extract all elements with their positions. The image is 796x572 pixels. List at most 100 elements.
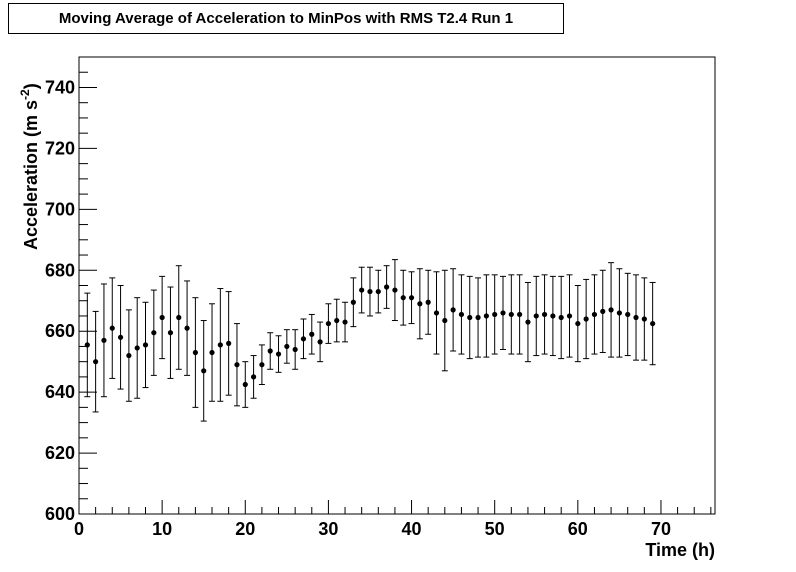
data-point (416, 268, 423, 340)
x-tick-label: 20 (235, 519, 255, 539)
data-marker (375, 288, 381, 295)
data-point (184, 280, 191, 376)
data-marker (250, 374, 257, 380)
data-marker (142, 342, 149, 348)
data-marker (350, 299, 356, 305)
data-point (533, 275, 540, 357)
data-marker (566, 313, 573, 319)
data-marker (591, 311, 598, 318)
data-point (433, 271, 440, 355)
data-point (400, 269, 407, 326)
data-marker (134, 345, 140, 351)
data-point (142, 301, 149, 389)
data-marker (300, 336, 307, 342)
data-marker (600, 308, 606, 314)
x-tick-label: 50 (485, 519, 505, 539)
data-marker (384, 284, 390, 290)
y-tick-label: 720 (45, 138, 75, 158)
data-point (150, 289, 157, 376)
data-point (383, 265, 390, 309)
data-point (117, 285, 124, 390)
y-axis-label: Acceleration (m s-2) (18, 83, 41, 250)
data-marker (167, 330, 174, 336)
data-marker (159, 314, 165, 321)
data-point (516, 274, 523, 355)
y-tick-label: 700 (45, 199, 75, 219)
data-marker (442, 317, 448, 324)
data-point (333, 298, 340, 343)
data-point (308, 313, 315, 355)
data-marker (226, 340, 232, 346)
data-point (109, 277, 116, 379)
data-point (342, 301, 349, 343)
data-point (366, 266, 373, 317)
data-point (574, 285, 581, 363)
data-point (358, 266, 365, 314)
data-marker (267, 348, 273, 354)
data-point (608, 262, 615, 358)
data-point (217, 288, 224, 402)
data-marker (458, 311, 465, 318)
data-point (483, 274, 490, 358)
data-marker (342, 319, 348, 325)
y-tick-label: 680 (45, 260, 75, 280)
data-point (134, 297, 141, 399)
x-tick-label: 0 (74, 519, 84, 539)
data-point (258, 344, 265, 386)
data-point (549, 275, 556, 357)
data-marker (533, 313, 539, 319)
data-marker (275, 351, 282, 357)
data-point (209, 303, 216, 402)
chart-title: Moving Average of Acceleration to MinPos… (8, 3, 564, 34)
data-point (325, 303, 332, 344)
data-marker (492, 311, 498, 318)
x-tick-label: 30 (318, 519, 338, 539)
data-marker (550, 313, 556, 319)
data-marker (209, 349, 215, 356)
y-axis-label-main: Acceleration (m s (21, 100, 41, 250)
data-point (624, 272, 631, 357)
y-tick-label: 600 (45, 504, 75, 524)
data-point (583, 278, 590, 360)
y-tick-label: 740 (45, 77, 75, 97)
data-marker (101, 337, 107, 343)
data-marker (109, 325, 115, 331)
y-tick-label: 620 (45, 443, 75, 463)
data-marker (234, 362, 240, 368)
data-point (125, 309, 132, 402)
data-point (524, 281, 531, 363)
data-point (300, 318, 307, 360)
data-marker (334, 317, 340, 324)
data-point (491, 274, 498, 355)
data-marker (126, 352, 132, 359)
x-tick-label: 60 (568, 519, 588, 539)
data-point (466, 275, 473, 360)
data-marker (367, 288, 373, 295)
data-marker (425, 299, 431, 305)
data-point (450, 268, 457, 352)
data-marker (558, 314, 564, 321)
data-marker (608, 307, 614, 313)
data-marker (650, 320, 656, 327)
data-marker (84, 342, 90, 348)
data-point (566, 274, 573, 358)
data-marker (325, 320, 332, 327)
data-marker (242, 381, 248, 388)
data-marker (309, 331, 315, 337)
data-point (225, 291, 232, 396)
data-point (350, 277, 357, 328)
data-point (267, 332, 274, 370)
data-point (408, 271, 415, 325)
data-marker (575, 320, 581, 327)
data-point (317, 321, 324, 363)
data-point (283, 329, 290, 364)
data-point (250, 355, 257, 399)
data-point (92, 310, 99, 413)
data-point (599, 269, 606, 354)
data-marker (359, 287, 365, 293)
data-marker (284, 343, 290, 350)
data-point (275, 335, 282, 373)
y-axis-label-close: ) (21, 83, 41, 89)
data-marker (259, 362, 265, 368)
